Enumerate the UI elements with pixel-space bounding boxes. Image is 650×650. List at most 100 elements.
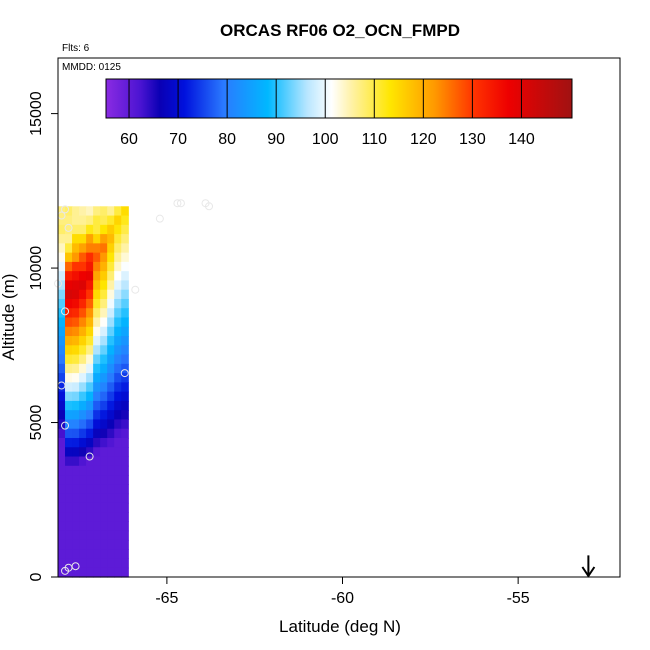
heatmap-cell: [72, 419, 80, 430]
heatmap-cell: [100, 539, 108, 550]
heatmap-cell: [107, 530, 115, 541]
heatmap-cell: [100, 206, 108, 217]
heatmap-cell: [72, 530, 80, 541]
heatmap-cell: [72, 465, 80, 476]
heatmap-cell: [72, 317, 80, 328]
heatmap-cell: [121, 298, 129, 309]
heatmap-cell: [114, 465, 122, 476]
heatmap-cell: [100, 252, 108, 263]
heatmap-cell: [86, 475, 94, 485]
heatmap-cell: [79, 206, 87, 217]
heatmap-cell: [86, 261, 94, 272]
heatmap-cell: [65, 530, 73, 541]
heatmap-cell: [107, 215, 115, 226]
heatmap-cell: [93, 326, 101, 337]
y-tick-label: 5000: [28, 405, 45, 441]
heatmap-cell: [65, 475, 73, 485]
heatmap-cell: [107, 373, 115, 383]
heatmap-cell: [107, 289, 115, 300]
heatmap-cell: [121, 549, 129, 560]
heatmap-cell: [114, 502, 122, 513]
heatmap-cell: [121, 539, 129, 550]
heatmap-cell: [114, 475, 122, 485]
heatmap-cell: [107, 484, 115, 495]
plot-frame: [57, 57, 621, 578]
heatmap-cell: [79, 447, 87, 458]
heatmap-cell: [121, 243, 129, 254]
heatmap-cell: [100, 567, 108, 578]
heatmap-cell: [79, 530, 87, 541]
heatmap-cell: [72, 567, 80, 578]
heatmap-cell: [93, 549, 101, 560]
heatmap-cell: [72, 400, 80, 411]
heatmap-cell: [58, 410, 66, 421]
heatmap-cell: [121, 530, 129, 541]
heatmap-cell: [79, 484, 87, 495]
heatmap-cell: [121, 382, 129, 393]
heatmap-cell: [65, 502, 73, 513]
heatmap-cell: [72, 382, 80, 393]
heatmap-cell: [65, 456, 73, 467]
heatmap-cell: [93, 261, 101, 272]
heatmap-cell: [65, 289, 73, 300]
heatmap-cell: [107, 465, 115, 476]
heatmap-cell: [114, 530, 122, 541]
heatmap-cell: [100, 558, 108, 569]
heatmap-cell: [100, 243, 108, 254]
heatmap-cell: [121, 558, 129, 569]
heatmap-cell: [65, 521, 73, 532]
heatmap-cell: [86, 567, 94, 578]
heatmap-cell: [93, 530, 101, 541]
heatmap-cell: [79, 391, 87, 402]
heatmap-cell: [93, 484, 101, 495]
heatmap-cell: [114, 558, 122, 569]
heatmap-cell: [121, 252, 129, 263]
heatmap-cell: [100, 428, 108, 439]
heatmap-cell: [100, 215, 108, 226]
heatmap-cell: [93, 345, 101, 356]
heatmap-cell: [86, 447, 94, 458]
heatmap-cell: [72, 502, 80, 513]
heatmap-cell: [86, 252, 94, 263]
heatmap-cell: [58, 447, 66, 458]
heatmap-cell: [65, 206, 73, 217]
heatmap-cell: [58, 456, 66, 467]
x-tick-label: -65: [155, 590, 178, 607]
heatmap-cell: [58, 465, 66, 476]
heatmap-cell: [121, 354, 129, 365]
heatmap-cell: [107, 428, 115, 439]
heatmap-cell: [93, 512, 101, 522]
heatmap-cell: [72, 289, 80, 300]
heatmap-cell: [114, 345, 122, 356]
heatmap-cell: [121, 391, 129, 402]
heatmap-cell: [86, 224, 94, 235]
heatmap-cell: [72, 447, 80, 458]
heatmap-cell: [93, 298, 101, 309]
heatmap-cell: [65, 224, 73, 235]
heatmap-cell: [107, 382, 115, 393]
heatmap-cell: [58, 271, 66, 282]
heatmap-cell: [114, 298, 122, 309]
y-tick-label: 15000: [28, 91, 45, 136]
sample-point: [61, 307, 70, 316]
heatmap-cell: [121, 484, 129, 495]
heatmap-cell: [107, 345, 115, 356]
heatmap-cell: [100, 308, 108, 319]
y-tick-label: 0: [28, 572, 45, 581]
heatmap-cell: [121, 502, 129, 513]
heatmap-cell: [79, 280, 87, 291]
heatmap-cell: [58, 289, 66, 300]
heatmap-cell: [107, 447, 115, 458]
heatmap-cell: [121, 317, 129, 328]
heatmap-cell: [107, 567, 115, 578]
heatmap-cell: [93, 391, 101, 402]
heatmap-cell: [72, 252, 80, 263]
sample-point: [176, 199, 185, 208]
heatmap-cell: [79, 215, 87, 226]
heatmap-cell: [107, 280, 115, 291]
heatmap-cell: [65, 539, 73, 550]
heatmap-cell: [100, 475, 108, 485]
colorbar-tick-label: 120: [410, 131, 437, 148]
heatmap-cell: [93, 252, 101, 263]
heatmap-cell: [107, 224, 115, 235]
